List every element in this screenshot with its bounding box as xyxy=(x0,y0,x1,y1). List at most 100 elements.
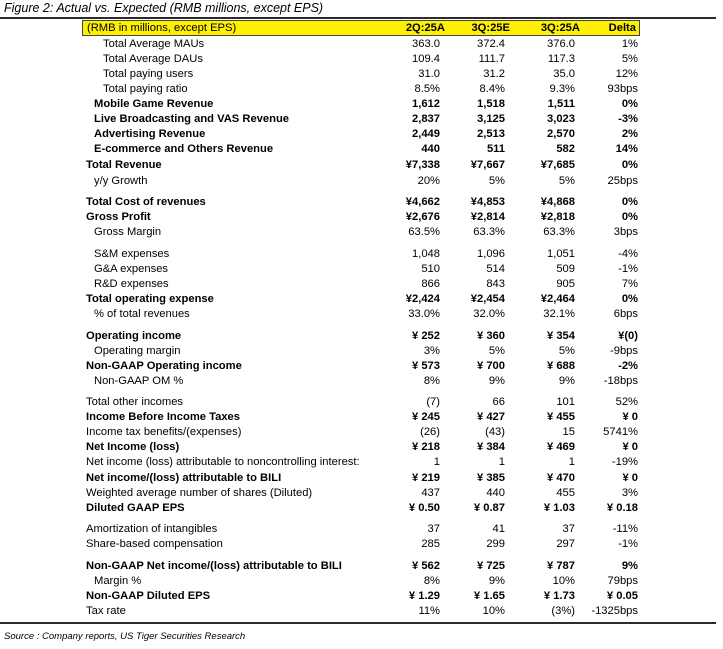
row-value-delta: 3% xyxy=(621,487,638,499)
row-value-3q25a: 5% xyxy=(558,345,575,357)
row-value-2q25a: ¥2,424 xyxy=(405,293,440,305)
row-value-3q25a: 9.3% xyxy=(549,83,576,95)
row-label: R&D expenses xyxy=(94,278,169,290)
row-value-3q25a: 37 xyxy=(562,523,575,535)
row-label: Non-GAAP Diluted EPS xyxy=(86,590,211,602)
row-value-3q25e: 63.3% xyxy=(473,226,505,238)
row-value-3q25e: 5% xyxy=(488,345,505,357)
row-value-3q25e: 514 xyxy=(486,263,505,275)
row-value-3q25e: ¥ 427 xyxy=(477,411,505,423)
row-value-3q25a: 905 xyxy=(556,278,575,290)
row-value-delta: -4% xyxy=(618,248,638,260)
row-label: Gross Profit xyxy=(86,211,151,223)
row-value-3q25e: 1,518 xyxy=(477,98,505,110)
row-value-3q25e: 1 xyxy=(498,456,505,468)
row-value-3q25a: 101 xyxy=(556,396,575,408)
header-col-2q25a: 2Q:25A xyxy=(405,22,445,34)
row-value-2q25a: 8.5% xyxy=(414,83,441,95)
row-value-delta: 0% xyxy=(621,293,638,305)
row-value-delta: 93bps xyxy=(607,83,638,95)
header-label: (RMB in millions, except EPS) xyxy=(87,22,237,34)
row-label: Total Average MAUs xyxy=(103,38,205,50)
row-value-delta: 3bps xyxy=(613,226,638,238)
row-value-delta: 5741% xyxy=(603,426,638,438)
row-value-delta: ¥ 0.05 xyxy=(606,590,638,602)
row-value-3q25e: 372.4 xyxy=(477,38,505,50)
row-label: Non-GAAP Operating income xyxy=(86,360,242,372)
row-value-3q25e: ¥ 725 xyxy=(477,560,505,572)
row-value-3q25e: 299 xyxy=(486,538,505,550)
row-value-3q25e: 31.2 xyxy=(483,68,505,80)
row-value-3q25a: ¥ 354 xyxy=(547,330,575,342)
row-value-delta: ¥ 0 xyxy=(622,411,638,423)
row-value-3q25a: ¥ 469 xyxy=(547,441,575,453)
bottom-rule xyxy=(0,622,716,624)
row-value-delta: -18bps xyxy=(603,375,638,387)
row-value-3q25e: ¥2,814 xyxy=(470,211,505,223)
row-label: Weighted average number of shares (Dilut… xyxy=(86,487,313,499)
row-value-2q25a: 3% xyxy=(423,345,440,357)
row-value-2q25a: ¥ 252 xyxy=(412,330,440,342)
row-value-3q25e: ¥ 0.87 xyxy=(473,502,505,514)
row-value-3q25a: 32.1% xyxy=(543,308,575,320)
row-value-2q25a: 440 xyxy=(421,143,440,155)
row-value-3q25a: 35.0 xyxy=(553,68,575,80)
row-value-2q25a: 285 xyxy=(421,538,440,550)
row-value-delta: 0% xyxy=(621,98,638,110)
row-value-3q25e: 1,096 xyxy=(477,248,505,260)
header-col-delta: Delta xyxy=(608,22,636,34)
row-label: Amortization of intangibles xyxy=(86,523,218,535)
row-value-3q25a: ¥7,685 xyxy=(540,159,575,171)
row-value-delta: 0% xyxy=(621,211,638,223)
row-value-delta: 12% xyxy=(615,68,638,80)
row-value-3q25e: 66 xyxy=(492,396,505,408)
row-value-3q25a: 1 xyxy=(568,456,575,468)
row-value-3q25a: ¥ 688 xyxy=(547,360,575,372)
row-label: Operating margin xyxy=(94,345,181,357)
row-value-delta: 5% xyxy=(621,53,638,65)
row-value-2q25a: 31.0 xyxy=(418,68,440,80)
row-value-3q25a: 15 xyxy=(562,426,575,438)
row-value-delta: -19% xyxy=(611,456,638,468)
row-value-2q25a: 1,048 xyxy=(412,248,440,260)
row-label: Advertising Revenue xyxy=(94,128,206,140)
row-label: Total paying users xyxy=(103,68,194,80)
row-value-2q25a: ¥2,676 xyxy=(405,211,440,223)
row-value-3q25e: 511 xyxy=(486,143,505,155)
row-label: Operating income xyxy=(86,330,182,342)
row-value-2q25a: ¥ 562 xyxy=(412,560,440,572)
row-value-2q25a: 2,837 xyxy=(412,113,440,125)
top-rule xyxy=(0,17,716,19)
row-value-delta: 2% xyxy=(621,128,638,140)
row-label: Total Revenue xyxy=(86,159,162,171)
row-value-3q25a: 1,051 xyxy=(547,248,575,260)
row-value-2q25a: 1,612 xyxy=(412,98,440,110)
row-label: % of total revenues xyxy=(94,308,190,320)
row-value-delta: -11% xyxy=(612,523,638,535)
row-value-3q25e: 843 xyxy=(486,278,505,290)
row-value-2q25a: ¥4,662 xyxy=(405,196,440,208)
row-label: S&M expenses xyxy=(94,248,170,260)
row-value-3q25a: ¥ 455 xyxy=(547,411,575,423)
row-value-3q25e: ¥ 360 xyxy=(477,330,505,342)
row-label: Income Before Income Taxes xyxy=(86,411,240,423)
row-label: Net income (loss) attributable to noncon… xyxy=(86,456,360,468)
row-label: Total operating expense xyxy=(86,293,214,305)
row-value-delta: 52% xyxy=(615,396,638,408)
row-value-2q25a: 437 xyxy=(421,487,440,499)
row-value-2q25a: 363.0 xyxy=(412,38,440,50)
row-value-delta: 0% xyxy=(621,159,638,171)
row-value-2q25a: 37 xyxy=(427,523,440,535)
header-col-3q25e: 3Q:25E xyxy=(471,22,510,34)
row-value-delta: -1% xyxy=(618,538,638,550)
row-value-2q25a: 2,449 xyxy=(412,128,440,140)
row-value-3q25a: 582 xyxy=(556,143,575,155)
row-value-delta: -9bps xyxy=(610,345,638,357)
table-header: (RMB in millions, except EPS) 2Q:25A 3Q:… xyxy=(82,20,640,36)
row-label: Live Broadcasting and VAS Revenue xyxy=(94,113,290,125)
row-value-delta: ¥(0) xyxy=(618,330,638,342)
row-label: G&A expenses xyxy=(94,263,169,275)
row-value-delta: 1% xyxy=(621,38,638,50)
row-value-3q25a: ¥ 470 xyxy=(547,472,575,484)
row-value-2q25a: ¥ 1.29 xyxy=(408,590,440,602)
